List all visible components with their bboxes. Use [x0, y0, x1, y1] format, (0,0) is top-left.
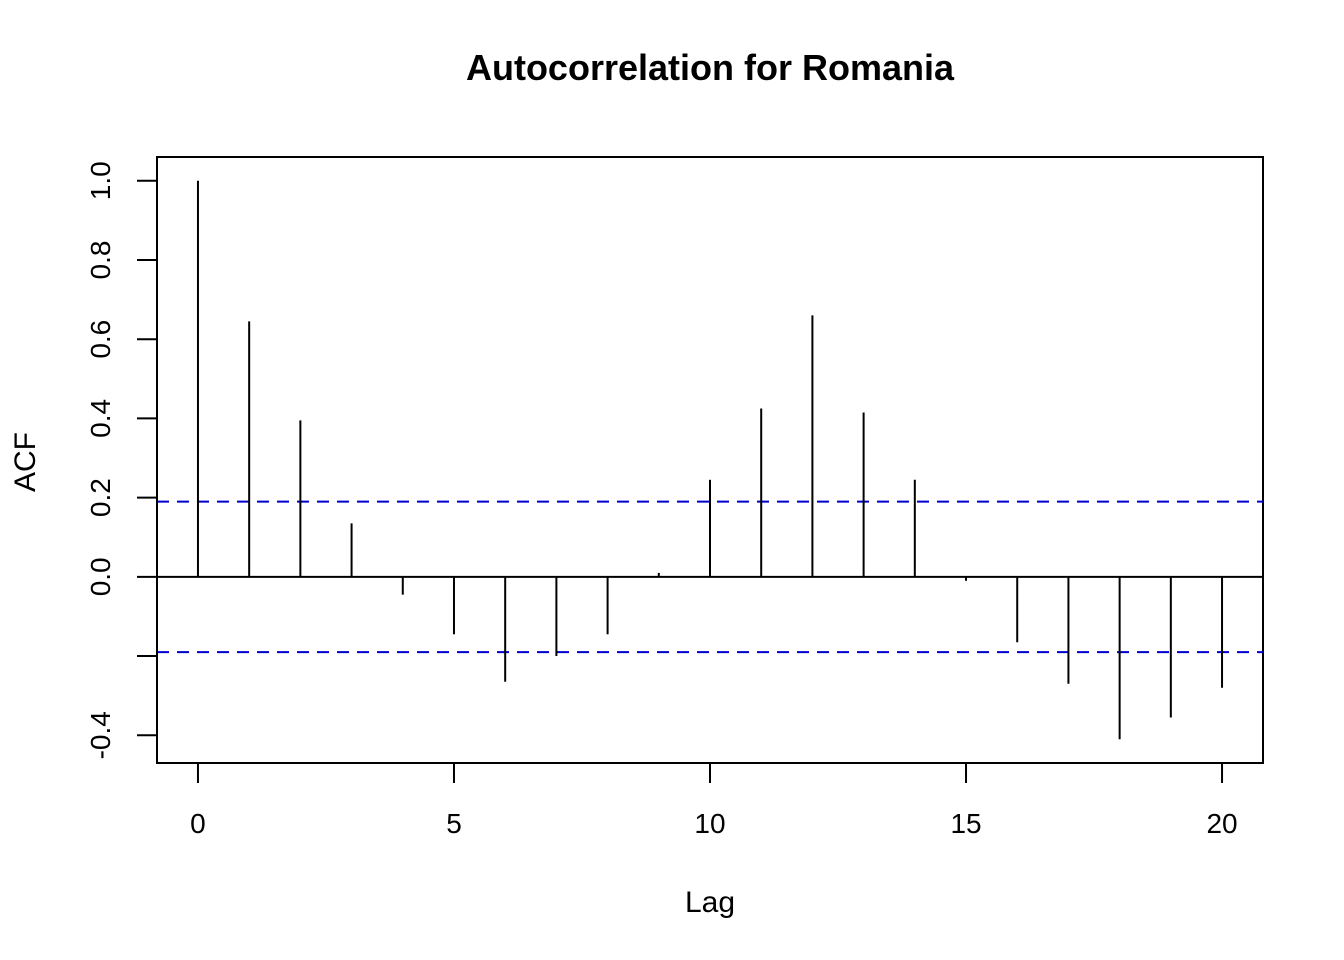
- y-tick-label: 0.8: [85, 241, 116, 280]
- y-tick-label: 1.0: [85, 161, 116, 200]
- x-tick-label: 0: [190, 808, 206, 839]
- x-axis-label: Lag: [685, 886, 735, 919]
- acf-bars: [196, 180, 1224, 740]
- y-tick-label: 0.2: [85, 478, 116, 517]
- y-tick-label: 0.6: [85, 320, 116, 359]
- x-tick-label: 15: [950, 808, 981, 839]
- plot-frame: [156, 156, 1264, 764]
- x-axis: 0 5 10 15 20: [190, 762, 1238, 839]
- y-axis-label: ACF: [9, 432, 42, 492]
- y-tick-label: -0.4: [85, 711, 116, 759]
- x-tick-label: 10: [694, 808, 725, 839]
- x-tick-label: 5: [446, 808, 462, 839]
- x-tick-label: 20: [1206, 808, 1237, 839]
- y-tick-label: 0.0: [85, 557, 116, 596]
- chart-title: Autocorrelation for Romania: [466, 47, 955, 88]
- y-tick-label: 0.4: [85, 399, 116, 438]
- y-axis: -0.4 0.0 0.2 0.4 0.6 0.8 1.0: [85, 161, 158, 759]
- confidence-bounds: [157, 500, 1263, 654]
